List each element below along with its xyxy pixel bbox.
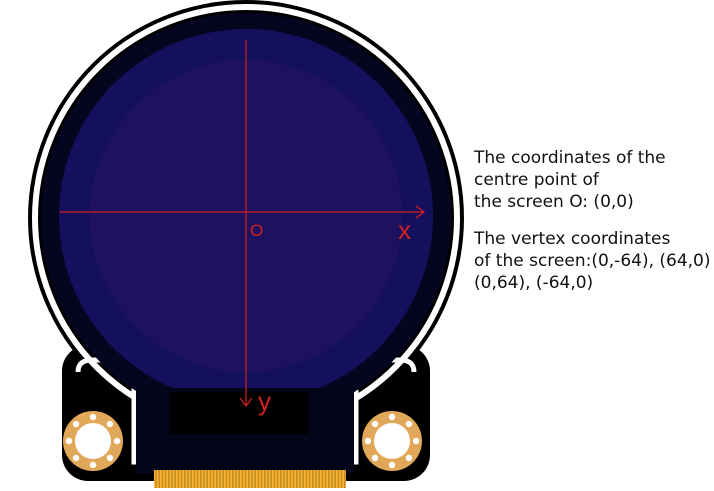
vertex-caption-line-2: of the screen:(0,-64), (64,0) <box>474 251 711 271</box>
centre-caption-line-3: the screen O: (0,0) <box>474 192 634 212</box>
y-axis-arrowhead <box>239 397 253 407</box>
x-axis-label: x <box>398 215 411 245</box>
vertex-coordinates-caption: The vertex coordinates of the screen:(0,… <box>474 228 714 294</box>
x-axis-arrowhead <box>415 205 425 219</box>
centre-caption-line-1: The coordinates of the <box>474 148 666 168</box>
vertex-caption-line-1: The vertex coordinates <box>474 229 671 249</box>
vertex-caption-line-3: (0,64), (-64,0) <box>474 273 594 293</box>
y-axis-label: y <box>258 386 271 416</box>
mounting-hole-left <box>63 411 123 471</box>
flex-cable-shadow <box>170 392 308 434</box>
origin-label: O <box>250 221 263 240</box>
centre-point-caption: The coordinates of the centre point of t… <box>474 147 714 213</box>
mounting-hole-right <box>362 411 422 471</box>
gold-connector <box>154 470 346 488</box>
centre-caption-line-2: centre point of <box>474 170 599 190</box>
